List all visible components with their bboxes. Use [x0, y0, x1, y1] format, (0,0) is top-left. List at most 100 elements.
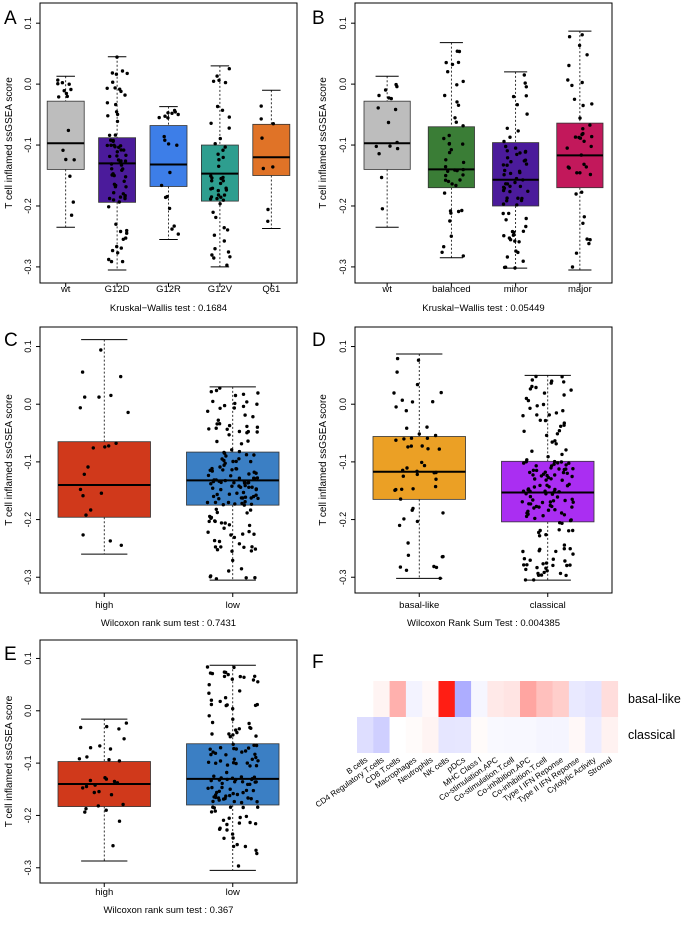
data-point	[244, 814, 249, 819]
data-point	[551, 557, 555, 561]
data-point	[246, 796, 250, 800]
data-point	[404, 568, 409, 572]
data-point	[554, 442, 558, 446]
data-point	[420, 444, 424, 448]
data-point	[78, 406, 83, 410]
data-point	[542, 391, 547, 395]
data-point	[167, 206, 172, 211]
data-point	[522, 563, 526, 567]
data-point	[77, 757, 82, 761]
data-point	[526, 488, 530, 492]
data-point	[166, 116, 170, 120]
data-point	[565, 484, 570, 488]
data-point	[252, 476, 257, 481]
data-point	[524, 492, 528, 496]
data-point	[69, 87, 73, 92]
data-point	[448, 219, 452, 223]
data-point	[250, 777, 254, 782]
data-point	[223, 478, 227, 483]
x-category-label: Q61	[262, 284, 280, 295]
data-point	[528, 387, 533, 391]
data-point	[455, 49, 459, 53]
data-points	[501, 73, 530, 270]
x-category-label: balanced	[432, 284, 471, 295]
data-point	[528, 406, 532, 410]
panel-e: E 0.1 0.0 -0.1 -0.2 -0.3 T cell inflamed ssGSE…	[4, 639, 298, 916]
data-point	[224, 753, 228, 757]
data-point	[560, 521, 564, 525]
data-point	[247, 485, 251, 489]
data-point	[505, 255, 510, 259]
data-point	[220, 785, 224, 790]
data-point	[255, 402, 259, 406]
data-point	[588, 172, 593, 177]
data-point	[242, 675, 246, 679]
data-point	[582, 162, 586, 166]
data-point	[231, 459, 235, 464]
data-point	[394, 438, 398, 442]
data-point	[109, 393, 113, 398]
data-point	[572, 97, 577, 102]
data-point	[534, 464, 538, 468]
data-point	[248, 508, 253, 512]
box-high: high	[57, 339, 151, 611]
data-point	[501, 211, 505, 216]
data-point	[212, 538, 217, 543]
data-point	[259, 104, 263, 108]
data-point	[229, 474, 233, 478]
heatmap-cell	[503, 681, 521, 717]
y-tick-label: -0.1	[23, 137, 33, 153]
box-body	[149, 125, 188, 187]
data-point	[234, 747, 238, 751]
heatmap-cell	[389, 681, 407, 717]
data-point	[461, 142, 465, 146]
data-point	[442, 136, 446, 141]
data-point	[97, 395, 101, 399]
data-point	[253, 547, 258, 551]
data-point	[111, 80, 115, 84]
y-tick-label: -0.2	[23, 808, 33, 824]
data-point	[532, 485, 537, 489]
data-point	[222, 193, 227, 197]
data-point	[115, 781, 120, 785]
data-point	[222, 226, 226, 230]
data-point	[67, 82, 71, 86]
data-point	[122, 179, 126, 183]
data-point	[228, 787, 232, 791]
data-point	[176, 112, 180, 117]
data-point	[251, 678, 256, 682]
panel-c: C 0.1 0.0 -0.1 -0.2 -0.3 T cell inflamed ssGSE…	[4, 326, 298, 629]
data-point	[125, 71, 129, 76]
data-point	[217, 164, 221, 168]
data-point	[434, 477, 438, 481]
data-point	[415, 519, 420, 524]
data-point	[434, 470, 438, 475]
data-point	[502, 265, 507, 270]
data-point	[504, 144, 508, 149]
data-point	[521, 229, 526, 233]
data-point	[541, 402, 546, 407]
data-point	[159, 183, 164, 188]
y-tick-label: 0.1	[338, 340, 348, 353]
data-point	[513, 239, 517, 243]
data-point	[577, 135, 581, 140]
data-point	[72, 158, 76, 162]
data-point	[226, 672, 230, 677]
data-point	[223, 696, 228, 700]
data-point	[222, 463, 226, 467]
data-point	[453, 168, 457, 172]
data-point	[425, 436, 430, 440]
data-point	[453, 116, 457, 120]
test-statistic-label: Kruskal−Wallis test : 0.1684	[110, 303, 227, 314]
data-point	[260, 136, 264, 140]
data-point	[170, 227, 174, 231]
data-point	[215, 74, 219, 78]
data-point	[121, 167, 125, 171]
data-point	[105, 143, 110, 148]
data-point	[218, 136, 222, 141]
panel-label: D	[312, 330, 326, 351]
data-point	[252, 743, 256, 747]
data-point	[81, 494, 85, 498]
y-axis-label: T cell inflamed ssGSEA score	[4, 695, 15, 827]
data-point	[210, 720, 215, 725]
